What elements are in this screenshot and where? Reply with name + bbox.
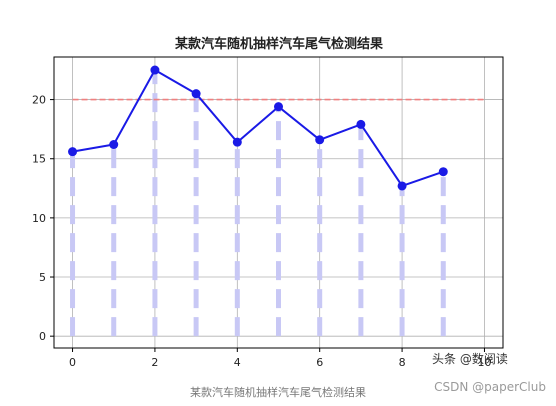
data-point xyxy=(315,135,325,145)
x-tick-label: 0 xyxy=(69,356,76,369)
data-point xyxy=(109,140,119,150)
series-line-group xyxy=(72,69,444,187)
plot-frame xyxy=(53,56,504,349)
y-tick-label: 10 xyxy=(32,212,46,225)
data-point xyxy=(274,102,283,112)
data-point xyxy=(150,65,160,75)
y-tick-label: 0 xyxy=(39,330,46,343)
toutiao-watermark: 头条 @数阅读 xyxy=(432,352,508,366)
x-tick-label: 10 xyxy=(477,356,491,369)
data-point xyxy=(232,137,242,147)
data-point xyxy=(356,119,366,129)
x-tick-label: 8 xyxy=(399,356,406,369)
stems xyxy=(70,70,446,337)
x-tick-label: 6 xyxy=(316,356,323,369)
data-points xyxy=(68,65,448,191)
csdn-watermark: CSDN @paperClub xyxy=(434,380,546,394)
ticks: 0 2 4 6 8 10 0 5 10 15 20 xyxy=(32,94,491,369)
axes-frame xyxy=(53,56,504,349)
data-point xyxy=(397,181,407,191)
data-point xyxy=(191,89,201,99)
figure-caption: 某款汽车随机抽样汽车尾气检测结果 xyxy=(190,386,366,399)
chart-title: 某款汽车随机抽样汽车尾气检测结果 xyxy=(174,36,383,52)
series-line xyxy=(72,69,444,187)
y-tick-label: 5 xyxy=(39,271,46,284)
data-point xyxy=(438,167,448,177)
x-tick-label: 2 xyxy=(151,356,158,369)
y-tick-label: 20 xyxy=(32,94,46,107)
data-point xyxy=(68,147,78,157)
y-tick-label: 15 xyxy=(32,153,46,166)
x-tick-label: 4 xyxy=(234,356,241,369)
